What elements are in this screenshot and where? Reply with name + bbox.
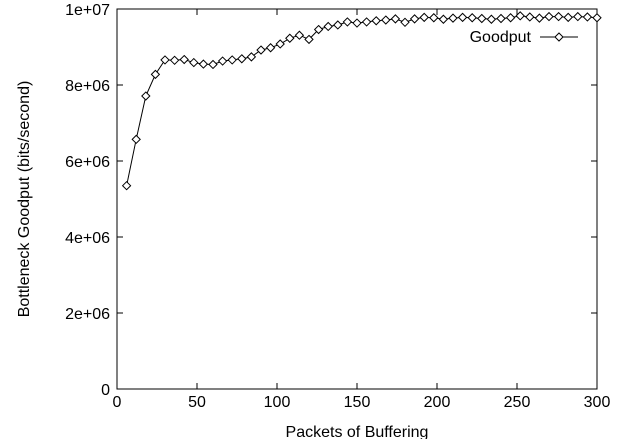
data-point	[563, 12, 573, 23]
data-point	[256, 45, 266, 55]
data-point	[361, 17, 372, 27]
y-tick-label: 1e+07	[65, 2, 110, 19]
y-tick-label: 8e+06	[65, 78, 110, 95]
x-tick-label: 300	[584, 394, 611, 411]
data-point	[592, 13, 602, 23]
data-point	[313, 24, 324, 35]
data-point	[496, 13, 506, 24]
data-point	[438, 14, 449, 24]
data-point	[160, 55, 170, 65]
data-point	[217, 56, 228, 66]
data-point	[525, 12, 535, 22]
data-point	[246, 52, 257, 62]
data-point	[381, 15, 391, 25]
legend-marker-goodput	[554, 32, 564, 42]
series-layer	[121, 11, 602, 191]
y-tick-label: 6e+06	[65, 154, 110, 171]
data-point	[448, 13, 458, 23]
data-point	[265, 43, 276, 53]
data-point	[573, 11, 583, 22]
legend-label-goodput: Goodput	[470, 29, 532, 46]
data-point	[419, 12, 429, 23]
data-point	[285, 33, 295, 43]
data-point	[400, 17, 410, 28]
legend: Goodput	[470, 29, 578, 46]
data-point	[131, 134, 141, 145]
data-point	[352, 18, 362, 28]
data-point	[515, 11, 525, 21]
x-tick-label: 250	[504, 394, 531, 411]
data-point	[409, 14, 420, 24]
data-point	[169, 55, 180, 66]
x-tick-label: 50	[188, 394, 206, 411]
data-point	[429, 13, 439, 23]
data-point	[189, 57, 199, 68]
data-point	[304, 34, 314, 45]
data-point	[323, 21, 333, 32]
x-axis-title: Packets of Buffering	[286, 424, 429, 439]
data-point	[208, 59, 218, 70]
data-point	[505, 13, 516, 23]
data-point	[582, 12, 593, 22]
data-point	[371, 16, 381, 26]
data-point	[390, 14, 401, 24]
plot-frame	[116, 8, 598, 390]
data-point	[553, 11, 564, 22]
data-point	[121, 180, 132, 191]
y-axis-title: Bottleneck Goodput (bits/second)	[16, 81, 33, 318]
data-point	[198, 59, 209, 69]
data-point	[275, 39, 285, 49]
data-point	[457, 12, 468, 23]
data-point	[227, 55, 237, 65]
data-point	[544, 11, 554, 22]
data-point	[294, 30, 305, 40]
axis-ticks	[116, 8, 598, 390]
x-tick-label: 150	[344, 394, 371, 411]
data-point	[179, 54, 189, 65]
data-point	[477, 13, 487, 24]
data-point	[486, 14, 497, 24]
data-point	[534, 13, 545, 23]
data-point	[467, 13, 477, 23]
y-tick-label: 4e+06	[65, 230, 110, 247]
y-tick-label: 0	[101, 382, 110, 399]
x-tick-label: 100	[264, 394, 291, 411]
x-tick-label: 200	[424, 394, 451, 411]
y-tick-label: 2e+06	[65, 306, 110, 323]
data-point	[141, 91, 151, 101]
data-point	[150, 69, 161, 80]
data-point	[237, 54, 247, 64]
x-tick-label: 0	[113, 394, 122, 411]
axis-tick-labels: 0 50 100 150 200 250 300 0 2e+06 4e+06 6e+06 8e+06 1…	[65, 2, 610, 411]
data-point	[342, 17, 353, 27]
data-point	[333, 20, 343, 30]
